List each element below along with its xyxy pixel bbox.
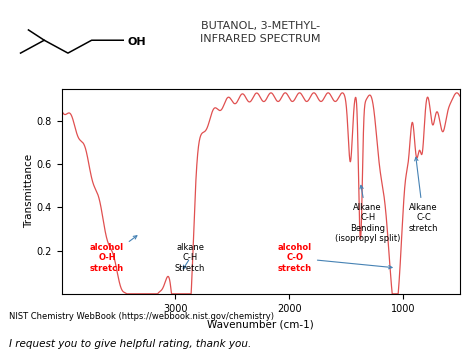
Text: alkane
C-H
Stretch: alkane C-H Stretch (175, 243, 205, 273)
Text: alcohol
C-O
stretch: alcohol C-O stretch (278, 243, 392, 273)
X-axis label: Wavenumber (cm-1): Wavenumber (cm-1) (207, 319, 314, 329)
Text: alcohol
O-H
stretch: alcohol O-H stretch (90, 236, 137, 273)
Y-axis label: Transmittance: Transmittance (24, 154, 34, 228)
Text: Alkane
C-H
Bending
(isopropyl split): Alkane C-H Bending (isopropyl split) (335, 185, 401, 243)
Text: OH: OH (128, 36, 146, 46)
Text: NIST Chemistry WebBook (https://webbook.nist.gov/chemistry): NIST Chemistry WebBook (https://webbook.… (9, 312, 274, 321)
Text: Alkane
C-C
stretch: Alkane C-C stretch (409, 157, 438, 233)
Text: BUTANOL, 3-METHYL-
INFRARED SPECTRUM: BUTANOL, 3-METHYL- INFRARED SPECTRUM (201, 21, 321, 45)
Text: I request you to give helpful rating, thank you.: I request you to give helpful rating, th… (9, 339, 252, 349)
